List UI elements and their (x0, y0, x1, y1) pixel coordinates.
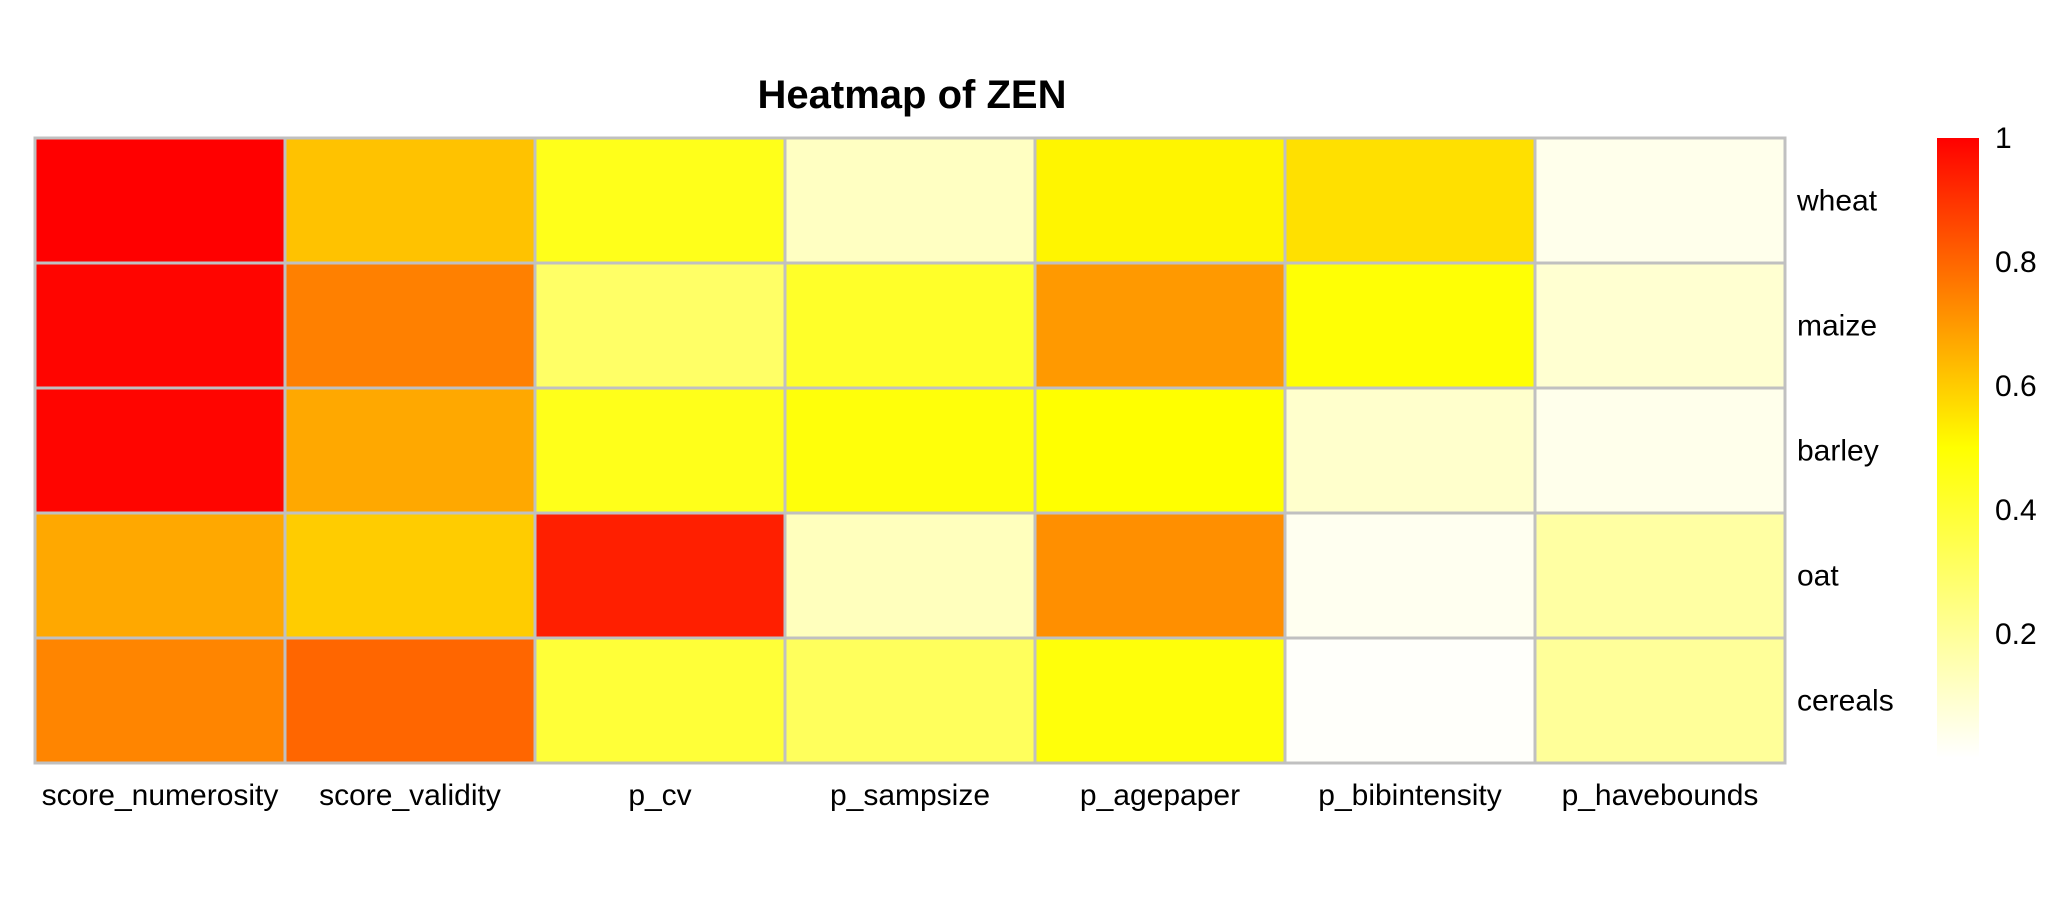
heatmap-cell (283, 386, 537, 515)
column-label: p_cv (628, 779, 691, 812)
heatmap-cell (533, 136, 787, 265)
heatmap-cell (1533, 636, 1787, 765)
column-label: p_agepaper (1080, 779, 1240, 812)
heatmap-cell (33, 136, 287, 265)
heatmap-cell (33, 261, 287, 390)
heatmap-cell (533, 261, 787, 390)
chart-title: Heatmap of ZEN (758, 73, 1067, 117)
row-label: oat (1797, 560, 1839, 593)
heatmap-cell (1033, 511, 1287, 640)
row-label: cereals (1797, 685, 1894, 718)
heatmap-cell (1033, 261, 1287, 390)
column-label: score_numerosity (42, 779, 279, 812)
heatmap-cell (33, 511, 287, 640)
heatmap-cell (1533, 136, 1787, 265)
row-label: wheat (1796, 185, 1878, 218)
heatmap-cell (783, 511, 1037, 640)
column-label: score_validity (319, 779, 501, 812)
heatmap-cell (533, 386, 787, 515)
heatmap-cell (783, 636, 1037, 765)
heatmap-cell (533, 636, 787, 765)
column-label: p_sampsize (830, 779, 990, 812)
heatmap-cell (1533, 386, 1787, 515)
heatmap-cell (1033, 386, 1287, 515)
column-labels: score_numerosity score_validity p_cv p_samp… (42, 779, 1759, 812)
legend-ticks: 1 0.8 0.6 0.4 0.2 (1995, 122, 2037, 651)
heatmap-cell (1283, 136, 1537, 265)
legend-tick-label: 0.2 (1995, 618, 2037, 651)
heatmap-cell (1283, 511, 1537, 640)
heatmap-cell (783, 136, 1037, 265)
heatmap-cell (1283, 636, 1537, 765)
legend-tick-label: 0.6 (1995, 370, 2037, 403)
heatmap-cell (1533, 511, 1787, 640)
legend-tick-label: 0.8 (1995, 246, 2037, 279)
heatmap-cell (1283, 261, 1537, 390)
column-label: p_bibintensity (1318, 779, 1501, 812)
heatmap-cell (283, 261, 537, 390)
heatmap-cell (33, 386, 287, 515)
heatmap-cell (33, 636, 287, 765)
row-label: maize (1797, 310, 1877, 343)
column-label: p_havebounds (1562, 779, 1759, 812)
row-label: barley (1797, 435, 1879, 468)
heatmap-cell (1283, 386, 1537, 515)
heatmap-cell (1533, 261, 1787, 390)
legend-color-bar (1937, 138, 1979, 758)
heatmap-cell (783, 261, 1037, 390)
legend-tick-label: 0.4 (1995, 494, 2037, 527)
row-labels: wheat maize barley oat cereals (1796, 185, 1894, 718)
heatmap-cell (283, 136, 537, 265)
heatmap-cell (533, 511, 787, 640)
heatmap-cell (1033, 636, 1287, 765)
heatmap-cell (283, 636, 537, 765)
legend-tick-label: 1 (1995, 122, 2012, 155)
heatmap-cell (283, 511, 537, 640)
heatmap-cell (1033, 136, 1287, 265)
heatmap-cells (33, 136, 1787, 765)
color-legend: 1 0.8 0.6 0.4 0.2 (1937, 122, 2037, 758)
heatmap-cell (783, 386, 1037, 515)
